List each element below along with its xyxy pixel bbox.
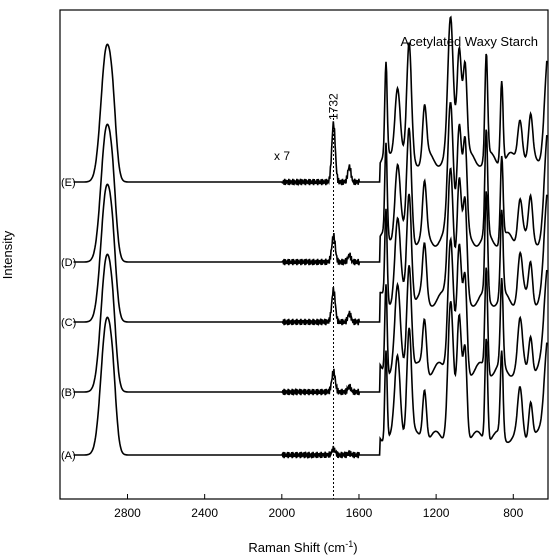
curve-label-4: (E) — [61, 177, 76, 189]
x-tick-label-2400: 2400 — [191, 506, 218, 520]
spectrum-line-2 — [73, 167, 548, 327]
chart-title: Acetylated Waxy Starch — [400, 34, 538, 49]
curve-label-1: (B) — [61, 387, 76, 399]
scale-factor-label: x 7 — [274, 149, 290, 163]
x-axis-label-end: ) — [353, 540, 357, 555]
curve-label-3: (D) — [61, 257, 76, 269]
x-tick-label-2800: 2800 — [114, 506, 141, 520]
spectrum-line-3 — [73, 102, 548, 267]
y-axis-label: Intensity — [0, 230, 15, 279]
spectrum-line-4 — [73, 15, 548, 187]
x-axis-ticks: 2800 2400 2000 1600 1200 800 — [114, 494, 524, 520]
spectra-curves — [73, 15, 548, 460]
x-axis-label-sup: -1 — [345, 539, 353, 549]
curve-labels: (A) (B) (C) (D) (E) — [61, 177, 76, 462]
plot-frame — [59, 9, 549, 500]
x-tick-label-1600: 1600 — [346, 506, 373, 520]
spectrum-line-0 — [73, 301, 548, 460]
x-axis-label: Raman Shift (cm-1) — [248, 539, 357, 555]
x-axis-label-main: Raman Shift (cm — [248, 540, 345, 555]
x-tick-label-1200: 1200 — [423, 506, 450, 520]
marker-1732-label: 1732 — [327, 93, 341, 120]
x-tick-label-800: 800 — [503, 506, 523, 520]
x-tick-label-2000: 2000 — [268, 506, 295, 520]
curve-label-2: (C) — [61, 317, 76, 329]
curve-label-0: (A) — [61, 450, 76, 462]
spectrum-line-1 — [73, 236, 548, 397]
